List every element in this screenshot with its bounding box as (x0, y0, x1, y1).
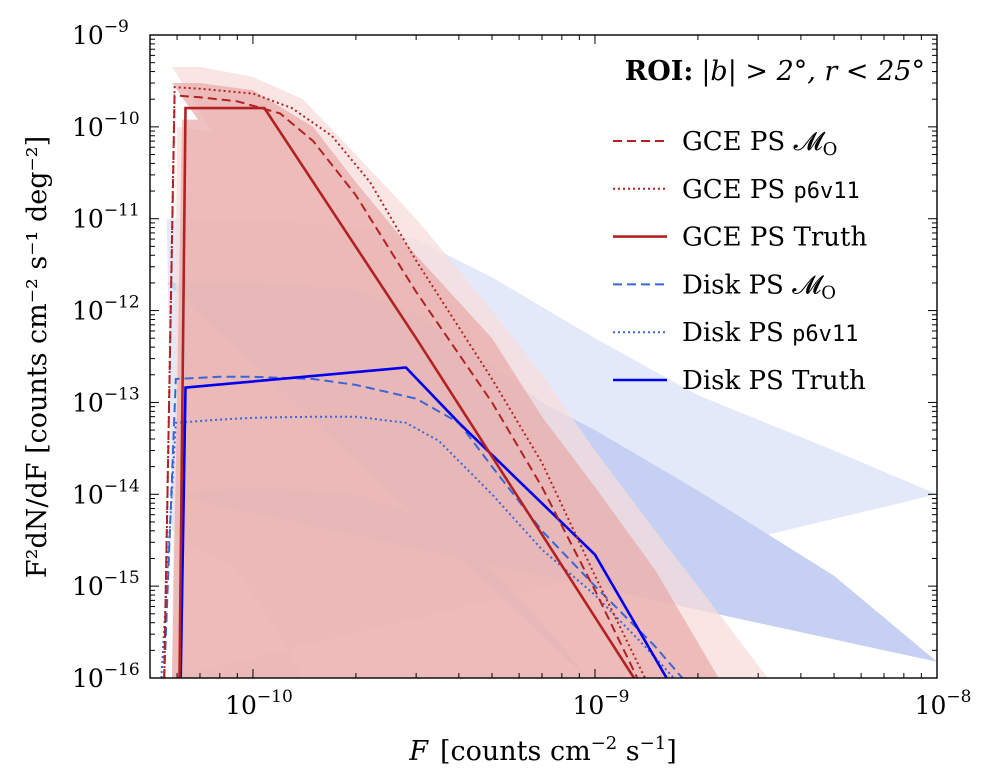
x-tick-label: 10−8 (915, 687, 972, 720)
x-tick-label: 10−10 (225, 687, 293, 720)
roi-annotation: ROI: |b| > 2°, r < 25° (625, 56, 925, 87)
legend-label: GCE PS Truth (682, 223, 867, 253)
y-tick-label: 10−15 (72, 568, 140, 601)
series-line-0 (163, 375, 684, 678)
y-axis-label: F²dN/dF [counts cm⁻² s⁻¹ deg⁻²] (22, 136, 53, 578)
series-line-5 (178, 106, 636, 678)
series-line-1 (160, 415, 675, 678)
y-tick-label: 10−13 (72, 384, 140, 417)
uncertainty-bands (166, 66, 937, 678)
series-line-2 (179, 366, 668, 678)
axis-ticks (149, 34, 938, 679)
series-line-3 (163, 94, 639, 678)
tick-labels: 10−16 10−15 10−14 10−13 10−12 10−11 10−10 10−9 1… (72, 17, 971, 720)
legend-label: Disk PS Truth (682, 366, 866, 396)
y-tick-label: 10−9 (72, 17, 129, 50)
legend: GCE PS 𝓜O GCE PS p6v11 GCE PS Truth Disk PS… (613, 127, 867, 396)
gce-band-inner (172, 83, 719, 678)
y-tick-label: 10−11 (72, 201, 140, 234)
legend-label: GCE PS p6v11 (682, 175, 860, 205)
legend-label: Disk PS p6v11 (682, 318, 858, 348)
y-tick-label: 10−10 (72, 109, 140, 142)
legend-label: GCE PS 𝓜O (682, 127, 837, 160)
plot-frame (149, 34, 938, 679)
series-lines (160, 86, 684, 678)
y-tick-label: 10−14 (72, 476, 140, 509)
legend-label: Disk PS 𝓜O (682, 270, 836, 303)
x-axis-label: F [counts cm−2 s−1] (408, 733, 677, 767)
y-tick-label: 10−16 (72, 660, 140, 693)
x-tick-label: 10−9 (573, 687, 630, 720)
y-tick-label: 10−12 (72, 293, 140, 326)
